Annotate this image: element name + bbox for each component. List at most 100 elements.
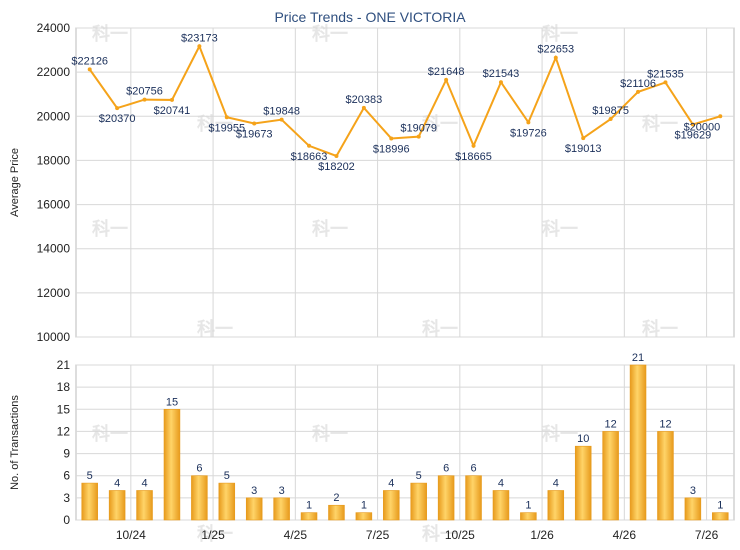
transactions-bar-label: 5 (87, 470, 93, 482)
price-point (471, 143, 476, 148)
price-point-label: $21106 (620, 78, 656, 90)
watermark-text: 科一 (542, 23, 578, 44)
transactions-bar-label: 10 (577, 433, 589, 445)
transactions-bar (81, 482, 98, 521)
price-point-label: $20756 (126, 86, 163, 98)
price-point-label: $21543 (483, 68, 520, 80)
watermark-text: 科一 (642, 113, 678, 134)
transactions-bar (657, 431, 674, 521)
price-point (361, 105, 366, 110)
price-point-label: $22653 (537, 44, 574, 56)
x-tick-label: 1/25 (201, 528, 225, 542)
price-point-label: $22126 (71, 55, 108, 67)
price-point-label: $18202 (318, 161, 355, 173)
transactions-bar-label: 1 (361, 500, 367, 512)
transactions-tick-label: 12 (57, 424, 71, 438)
transactions-bar (437, 475, 455, 521)
transactions-bar-label: 1 (717, 500, 723, 512)
price-point-label: $21648 (428, 66, 465, 78)
transactions-bar (191, 475, 208, 521)
transactions-bar (136, 490, 153, 521)
price-point-label: $18665 (455, 151, 492, 163)
price-point (279, 117, 284, 122)
transactions-bar (328, 504, 345, 521)
transactions-bar (465, 475, 482, 521)
transactions-bar (163, 408, 181, 521)
transactions-tick-label: 6 (63, 469, 70, 483)
price-point (553, 55, 558, 60)
price-point (690, 122, 695, 127)
price-point (142, 97, 147, 102)
transactions-bar (383, 490, 400, 521)
transactions-bar (629, 364, 647, 521)
watermark-text: 科一 (312, 23, 348, 44)
price-point (252, 121, 257, 126)
transactions-bar (273, 497, 290, 521)
transactions-bar-label: 12 (659, 418, 671, 430)
price-point (608, 117, 613, 122)
transactions-tick-label: 18 (57, 380, 71, 394)
watermark-text: 科一 (422, 318, 458, 339)
price-point-label: $19629 (675, 129, 712, 141)
price-point (498, 80, 503, 85)
price-series-line (88, 43, 721, 158)
watermark-text: 科一 (92, 218, 128, 239)
transactions-bar (108, 490, 126, 521)
transactions-bar (218, 482, 236, 521)
price-point (307, 143, 312, 148)
price-point-label: $18996 (373, 143, 410, 155)
price-point (389, 136, 394, 141)
watermark-text: 科一 (642, 318, 678, 339)
price-point (663, 80, 668, 85)
watermark-text: 科一 (542, 423, 578, 444)
transactions-bar-label: 4 (114, 477, 120, 489)
transactions-bar-label: 4 (498, 477, 504, 489)
price-point (416, 134, 421, 139)
price-tick-label: 22000 (37, 65, 71, 79)
transactions-tick-label: 3 (63, 491, 70, 505)
transactions-axis-label: No. of Transactions (9, 395, 21, 490)
price-plot-frame (75, 27, 735, 338)
transactions-tick-label: 15 (57, 402, 71, 416)
transactions-tick-label: 21 (57, 358, 71, 372)
price-point-label: $20741 (154, 105, 191, 117)
x-tick-label: 4/25 (284, 528, 308, 542)
transactions-bar-label: 5 (416, 470, 422, 482)
transactions-bar-label: 3 (690, 485, 696, 497)
watermark-text: 科一 (312, 423, 348, 444)
transactions-tick-label: 9 (63, 447, 70, 461)
transactions-bar (410, 482, 427, 521)
price-point (444, 77, 449, 82)
watermark-text: 科一 (197, 113, 233, 134)
transactions-bar-label: 4 (388, 477, 394, 489)
price-point-label: $19673 (236, 129, 273, 141)
transactions-bar-label: 3 (279, 485, 285, 497)
x-tick-label: 10/25 (445, 528, 475, 542)
transactions-bar-label: 1 (525, 500, 531, 512)
transactions-bar (492, 490, 510, 521)
transactions-bar (684, 497, 702, 521)
watermark-text: 科一 (312, 218, 348, 239)
x-tick-label: 1/26 (530, 528, 554, 542)
transactions-bar (355, 512, 373, 521)
price-point-label: $19726 (510, 127, 547, 139)
price-tick-label: 24000 (37, 21, 71, 35)
transactions-bar (602, 431, 619, 521)
price-point-label: $19875 (592, 105, 629, 117)
transactions-bar-label: 4 (141, 477, 147, 489)
price-tick-label: 18000 (37, 153, 71, 167)
transactions-bar (300, 512, 318, 521)
watermark-text: 科一 (92, 23, 128, 44)
chart-title: Price Trends - ONE VICTORIA (274, 9, 466, 25)
transactions-bar-label: 4 (553, 477, 559, 489)
price-point (115, 106, 120, 111)
price-point-label: $20370 (99, 113, 136, 125)
price-panel: 10000 12000 14000 16000 18000 20000 22000 24000… (9, 21, 735, 344)
price-axis-label: Average Price (9, 148, 21, 217)
transactions-bar-label: 12 (605, 418, 617, 430)
x-tick-label: 7/25 (366, 528, 390, 542)
transactions-bar-label: 5 (224, 470, 230, 482)
